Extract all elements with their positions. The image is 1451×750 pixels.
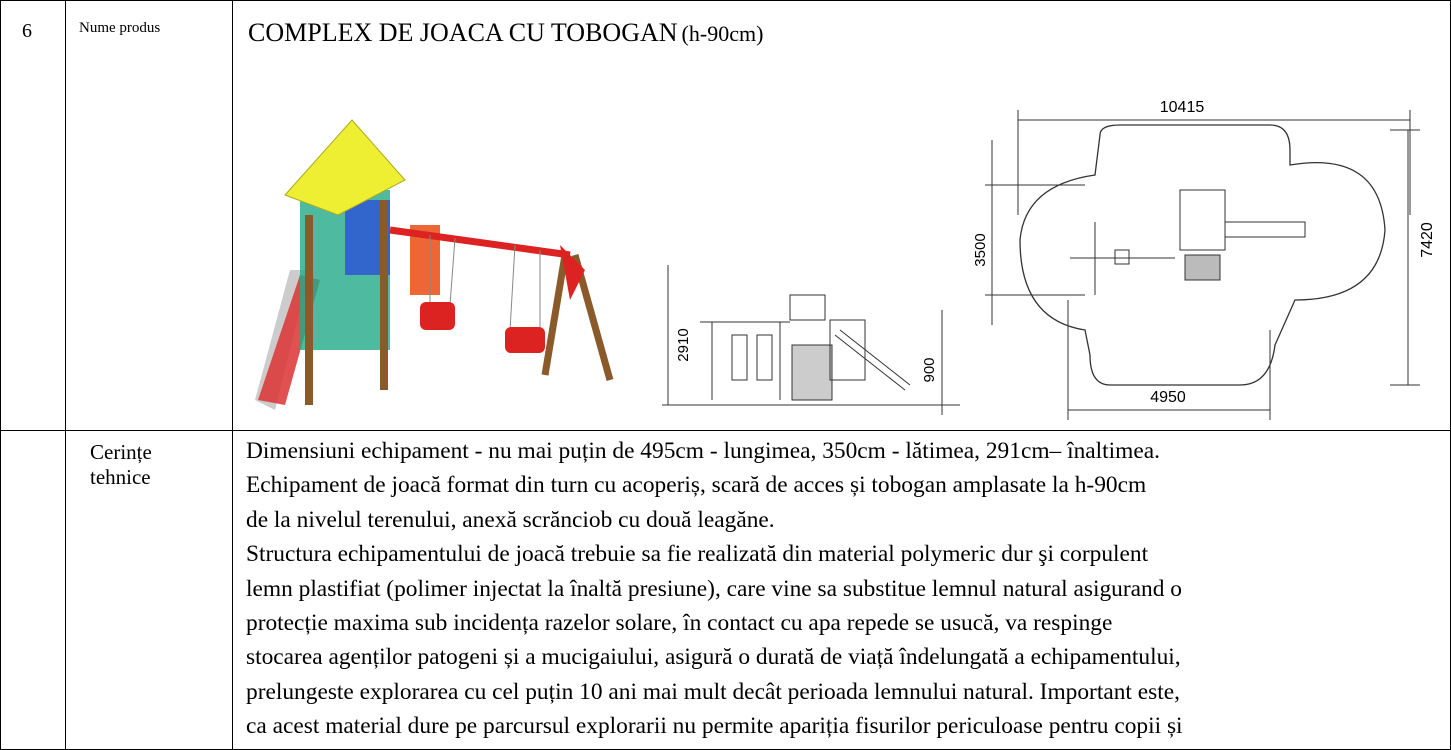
dimension-label: 10415 <box>1160 99 1205 116</box>
text-line: Dimensiuni echipament - nu mai puțin de … <box>246 438 1160 464</box>
drawings: 2910 900 10415 3500 7420 4950 <box>255 99 1436 420</box>
row-number: 6 <box>22 20 32 42</box>
text-line: de la nivelul terenului, anexă scrănciob… <box>246 506 775 533</box>
plan-view <box>985 110 1420 420</box>
row-label: Nume produs <box>79 20 161 36</box>
dimension-label: 4950 <box>1150 389 1186 406</box>
text-line: ca acest material dure pe parcursul expl… <box>246 713 1183 740</box>
playset-illustration <box>255 119 614 410</box>
dimension-label: 900 <box>921 357 938 382</box>
number-cell <box>0 430 66 750</box>
label-line: Cerințe <box>90 440 152 464</box>
text-line: Structura echipamentului de joacă trebui… <box>246 541 1149 568</box>
dimension-label: 3500 <box>972 233 989 266</box>
text-line: Echipament de joacă format din turn cu a… <box>246 472 1147 499</box>
dimension-label: 7420 <box>1419 222 1436 258</box>
text-line: protecție maxima sub incidența razelor s… <box>246 610 1113 636</box>
title-suffix: (h-90cm) <box>681 21 764 46</box>
title-text: COMPLEX DE JOACA CU TOBOGAN <box>248 18 678 47</box>
product-title: COMPLEX DE JOACA CU TOBOGAN (h-90cm) <box>248 18 763 48</box>
label-line: tehnice <box>90 465 151 489</box>
text-line: lemn plastifiat (polimer injectat la îna… <box>246 575 1182 602</box>
text-line: prelungeste explorarea cu cel puțin 10 a… <box>246 678 1180 705</box>
text-line: stocarea agenților patogeni și a mucigai… <box>246 644 1181 671</box>
dimension-label: 2910 <box>675 328 692 361</box>
side-view <box>662 265 960 415</box>
